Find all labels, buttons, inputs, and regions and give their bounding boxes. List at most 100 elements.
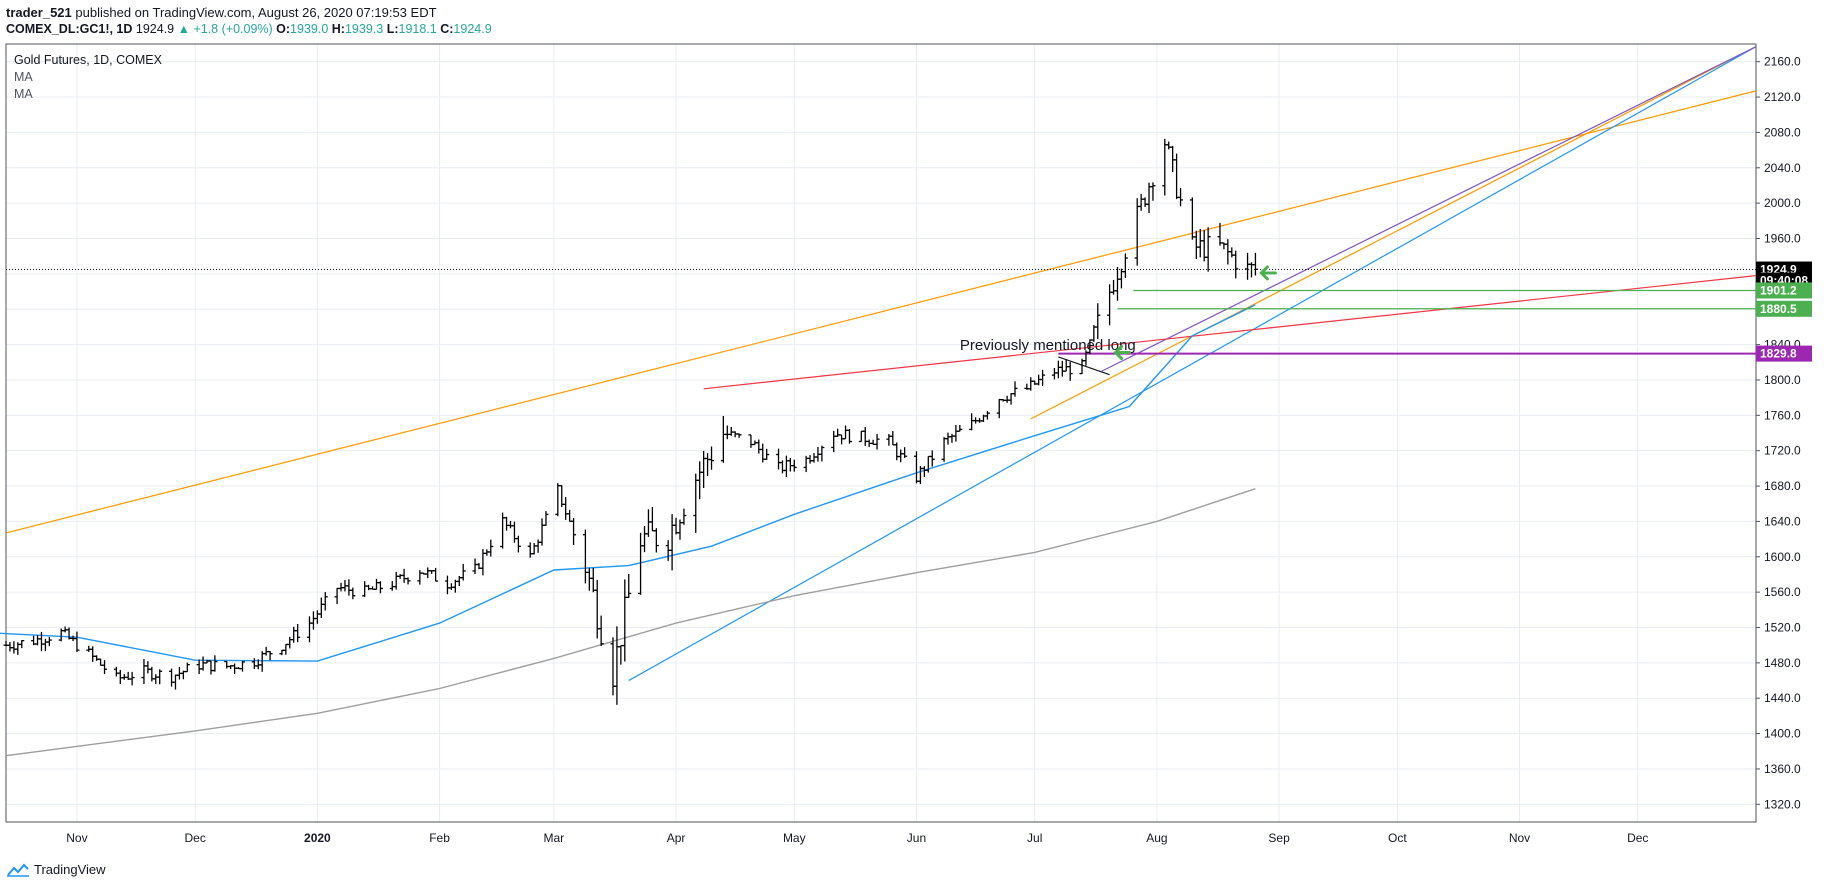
publish-info: trader_521 published on TradingView.com,… — [6, 5, 437, 20]
ohlc-bar — [843, 425, 849, 440]
ohlc-bar — [334, 587, 340, 605]
ohlc-bar — [925, 455, 931, 473]
y-tick-label: 1560.0 — [1764, 585, 1801, 599]
moving-average-line — [5, 488, 1256, 757]
high-label: H: — [331, 22, 345, 36]
close-value: 1924.9 — [453, 22, 492, 36]
ohlc-bar — [535, 539, 541, 553]
low-value: 1918.1 — [398, 22, 437, 36]
ohlc-bar — [212, 655, 218, 672]
ohlc-bar — [283, 643, 289, 655]
ohlc-bar — [1178, 187, 1184, 207]
y-tick-label: 1360.0 — [1764, 762, 1801, 776]
ohlc-bar — [306, 616, 312, 643]
ohlc-bar — [1004, 395, 1010, 403]
legend-ma-fast[interactable]: MA — [14, 70, 33, 84]
ohlc-bar — [1055, 360, 1061, 379]
ohlc-bar — [1012, 381, 1018, 397]
ohlc-bar — [1162, 138, 1168, 196]
ohlc-bar — [472, 558, 478, 574]
plot-frame — [5, 43, 1757, 823]
price-label-text: 1829.8 — [1760, 347, 1797, 361]
ohlc-bar — [1197, 228, 1203, 258]
ohlc-bar — [1134, 198, 1140, 266]
ohlc-bar — [1114, 267, 1120, 301]
ohlc-bar — [1166, 141, 1172, 150]
ohlc-bar — [1008, 393, 1014, 405]
open-label: O: — [276, 22, 291, 36]
tradingview-brand: TradingView — [34, 862, 106, 877]
legend-ma-slow[interactable]: MA — [14, 87, 33, 101]
ohlc-bar — [831, 430, 837, 453]
ohlc-bar — [291, 626, 297, 643]
ohlc-bar — [35, 635, 41, 646]
ohlc-bar — [957, 425, 963, 432]
ohlc-bar — [1063, 359, 1069, 372]
y-tick-label: 2000.0 — [1764, 196, 1801, 210]
ohlc-bar — [239, 661, 245, 672]
ohlc-bar — [184, 662, 190, 673]
y-tick-label: 1400.0 — [1764, 727, 1801, 741]
symbol-label: COMEX_DL:GC1!, 1D — [6, 22, 133, 36]
x-tick-label: Dec — [185, 831, 206, 845]
legend-title: Gold Futures, 1D, COMEX — [14, 53, 163, 67]
ohlc-bar — [555, 483, 561, 517]
arrow-left-icon — [1259, 265, 1277, 281]
ohlc-bar — [310, 611, 316, 630]
ohlc-bar — [590, 567, 596, 593]
trendline — [5, 90, 1757, 534]
ohlc-bar — [653, 528, 659, 553]
ohlc-bar — [720, 416, 726, 463]
ohlc-bar — [224, 660, 230, 669]
ohlc-bar — [701, 450, 707, 489]
chart-grid — [6, 44, 1756, 822]
ohlc-bar — [874, 433, 880, 450]
ohlc-bar — [42, 638, 48, 652]
ohlc-bar — [941, 437, 947, 462]
ohlc-bar — [346, 579, 352, 596]
ohlc-bar — [858, 430, 864, 443]
ohlc-bar — [776, 448, 782, 470]
ohlc-bar — [728, 426, 734, 436]
ohlc-bar — [567, 509, 573, 522]
ohlc-bar — [11, 641, 17, 654]
ohlc-bar — [586, 567, 592, 591]
y-tick-label: 1520.0 — [1764, 621, 1801, 635]
ohlc-bar — [791, 459, 797, 472]
ohlc-bar — [196, 659, 202, 675]
price-label-bg — [1756, 300, 1812, 317]
ohlc-bar — [543, 511, 549, 526]
y-tick-label: 1680.0 — [1764, 479, 1801, 493]
y-tick-label: 1800.0 — [1764, 373, 1801, 387]
ohlc-bar — [697, 461, 703, 500]
ohlc-bar — [748, 434, 754, 448]
ohlc-bar — [846, 428, 852, 444]
ohlc-bar — [929, 450, 935, 467]
author-name[interactable]: trader_521 — [6, 5, 72, 20]
ohlc-bar — [1051, 368, 1057, 380]
ohlc-bar — [1107, 284, 1113, 326]
ohlc-bar — [787, 457, 793, 472]
close-label: C: — [440, 22, 454, 36]
ohlc-bar — [1233, 250, 1239, 279]
ohlc-bar — [511, 521, 517, 543]
ohlc-bar — [515, 535, 521, 553]
ohlc-bar — [626, 574, 632, 599]
ohlc-bar — [267, 650, 273, 661]
ohlc-bar — [362, 581, 368, 597]
ohlc-bar — [251, 658, 257, 670]
x-tick-label: Nov — [66, 831, 87, 845]
ohlc-bar — [618, 644, 624, 665]
ohlc-bar — [756, 439, 762, 454]
ohlc-bar — [862, 427, 868, 446]
ohlc-bar — [488, 539, 494, 557]
ohlc-bar — [1122, 253, 1128, 279]
ohlc-bar — [709, 446, 715, 470]
ohlc-bar — [102, 660, 108, 675]
y-tick-label: 1720.0 — [1764, 444, 1801, 458]
ohlc-bar — [98, 658, 104, 666]
tradingview-logo[interactable]: TradingView — [6, 862, 106, 877]
ohlc-bar — [314, 610, 320, 624]
ohlc-bar — [393, 571, 399, 590]
